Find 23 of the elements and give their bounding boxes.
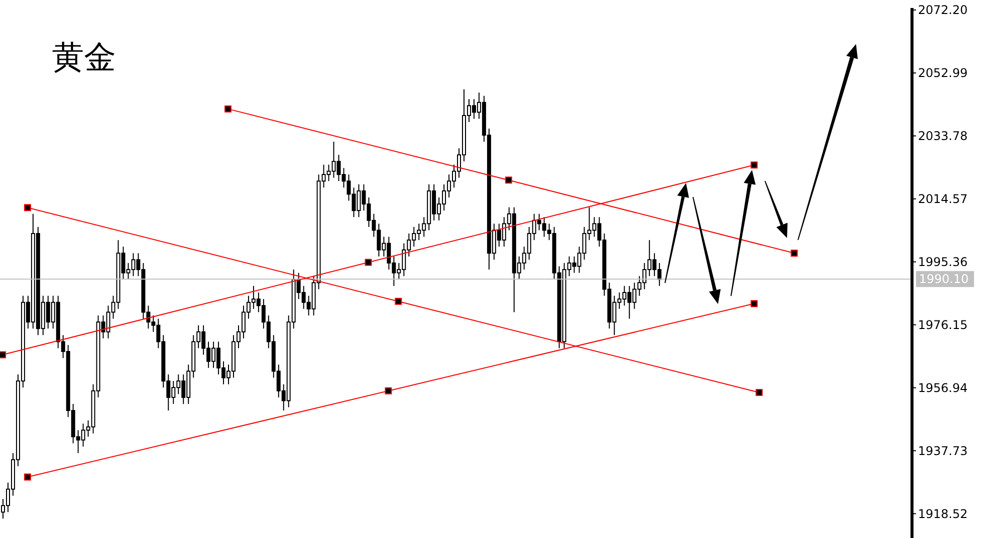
point bbox=[24, 474, 32, 481]
y-tick-label: 1918.52 bbox=[918, 506, 968, 521]
y-tick-label: 1956.94 bbox=[918, 381, 968, 396]
point bbox=[756, 388, 763, 396]
y-tick-label: 1976.15 bbox=[918, 318, 968, 332]
point bbox=[364, 258, 372, 266]
y-tick-label: 2052.99 bbox=[918, 66, 968, 80]
point bbox=[394, 298, 402, 305]
point bbox=[505, 176, 512, 184]
point bbox=[750, 300, 758, 308]
y-tick-label: 1937.73 bbox=[918, 444, 968, 458]
point bbox=[750, 162, 758, 168]
y-tick-label: 2072.20 bbox=[918, 3, 968, 18]
text: 黄金 bbox=[52, 37, 116, 78]
y-tick-label: 1995.36 bbox=[918, 255, 968, 270]
point bbox=[0, 351, 6, 358]
y-tick-label: 2014.57 bbox=[918, 192, 968, 206]
point bbox=[24, 204, 32, 212]
ref-line-label: 1990.10 bbox=[919, 272, 969, 286]
y-tick-label: 2033.78 bbox=[918, 129, 968, 144]
point bbox=[224, 105, 232, 112]
point bbox=[790, 250, 798, 257]
point bbox=[384, 387, 392, 394]
